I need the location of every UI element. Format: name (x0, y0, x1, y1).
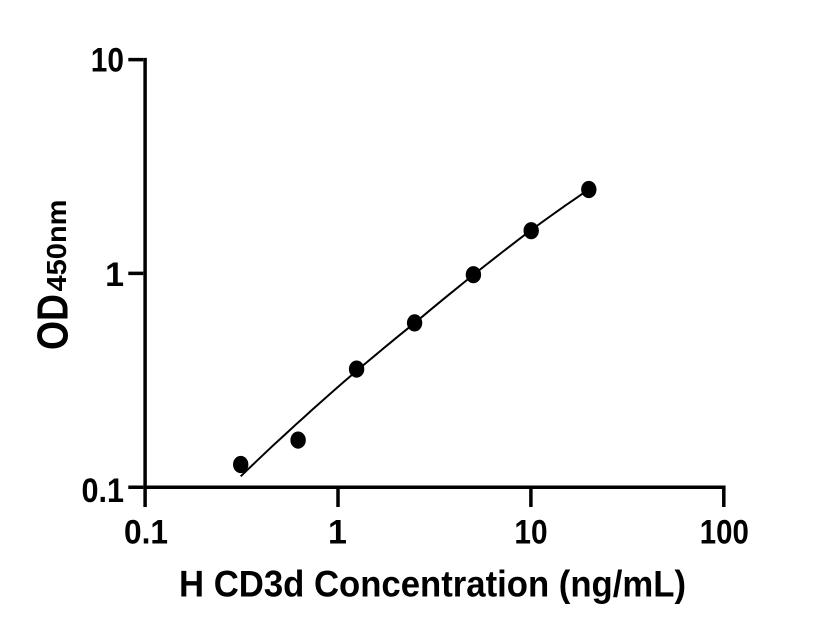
svg-text:450nm: 450nm (41, 200, 72, 292)
svg-text:1: 1 (328, 513, 347, 551)
svg-text:0.1: 0.1 (82, 472, 125, 510)
svg-text:10: 10 (514, 513, 547, 551)
svg-text:H CD3d Concentration (ng/mL): H CD3d Concentration (ng/mL) (179, 563, 686, 604)
svg-text:100: 100 (700, 513, 749, 551)
svg-text:10: 10 (91, 42, 124, 80)
svg-text:1: 1 (105, 256, 124, 294)
svg-text:OD: OD (29, 294, 78, 350)
svg-text:0.1: 0.1 (124, 513, 168, 551)
